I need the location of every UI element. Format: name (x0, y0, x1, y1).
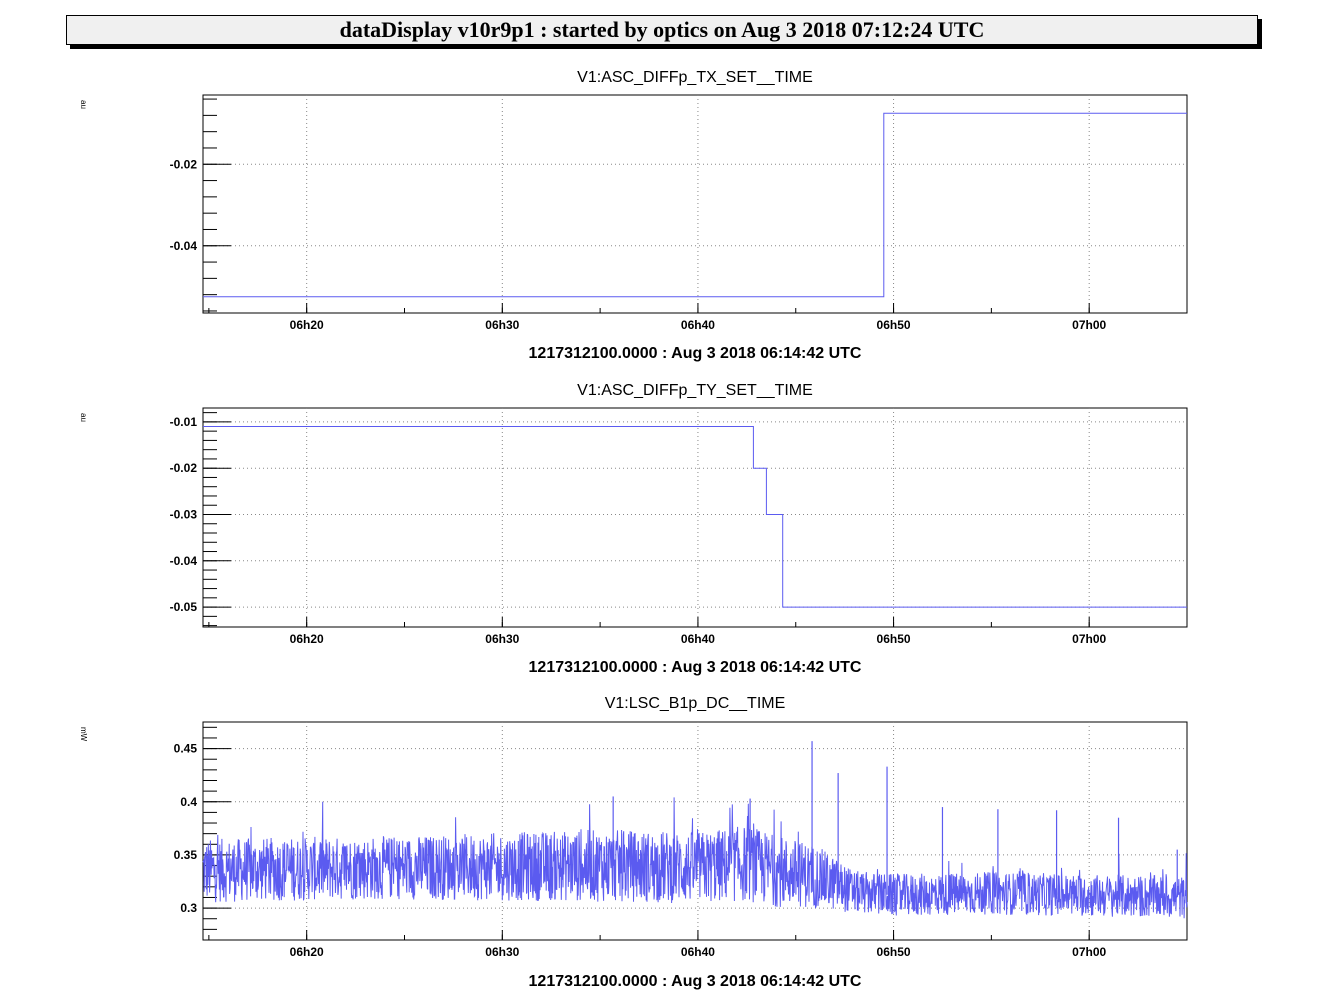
y-tick-label: -0.02 (170, 157, 198, 171)
y-tick-label: -0.04 (170, 239, 198, 253)
x-tick-label: 06h20 (290, 318, 324, 332)
y-tick-label: 0.3 (180, 901, 197, 915)
plot-frame (202, 94, 1188, 314)
series-line (203, 426, 1187, 608)
y-axis-label: mW (79, 727, 88, 742)
y-tick-label: -0.04 (170, 554, 198, 568)
plot-frame (202, 407, 1188, 628)
window-title: dataDisplay v10r9p1 : started by optics … (66, 15, 1258, 45)
x-tick-label: 06h40 (681, 945, 715, 959)
x-tick-label: 06h30 (485, 632, 519, 646)
y-tick-label: -0.02 (170, 461, 198, 475)
y-tick-label: 0.4 (180, 795, 197, 809)
chart-title: V1:LSC_B1p_DC__TIME (605, 695, 786, 712)
x-tick-label: 06h20 (290, 945, 324, 959)
x-tick-label: 06h30 (485, 318, 519, 332)
x-axis-label: 1217312100.0000 : Aug 3 2018 06:14:42 UT… (529, 659, 862, 676)
y-tick-label: -0.01 (170, 415, 198, 429)
chart-title: V1:ASC_DIFFp_TY_SET__TIME (577, 382, 813, 399)
y-tick-label: 0.35 (174, 848, 198, 862)
x-tick-label: 07h00 (1072, 632, 1106, 646)
y-tick-label: -0.05 (170, 600, 198, 614)
x-tick-label: 06h20 (290, 632, 324, 646)
x-tick-label: 06h30 (485, 945, 519, 959)
chart-title: V1:ASC_DIFFp_TX_SET__TIME (577, 69, 813, 86)
x-tick-label: 06h40 (681, 632, 715, 646)
x-axis-label: 1217312100.0000 : Aug 3 2018 06:14:42 UT… (529, 345, 862, 362)
y-axis-label: au (79, 413, 88, 422)
y-axis-label: au (79, 100, 88, 109)
x-tick-label: 06h50 (877, 632, 911, 646)
x-tick-label: 07h00 (1072, 945, 1106, 959)
series-noise-trace (202, 797, 1188, 919)
series-line (203, 112, 1187, 298)
x-tick-label: 07h00 (1072, 318, 1106, 332)
x-tick-label: 06h50 (877, 318, 911, 332)
plot-frame (202, 721, 1188, 941)
x-axis-label: 1217312100.0000 : Aug 3 2018 06:14:42 UT… (529, 973, 862, 990)
y-tick-label: -0.03 (170, 507, 198, 521)
x-tick-label: 06h50 (877, 945, 911, 959)
y-tick-label: 0.45 (174, 742, 198, 756)
x-tick-label: 06h40 (681, 318, 715, 332)
